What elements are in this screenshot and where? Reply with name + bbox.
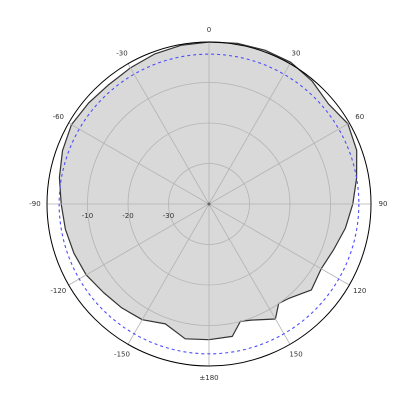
grid-spoke: [68, 122, 210, 205]
grid-spoke: [208, 122, 350, 205]
grid-spoke: [208, 63, 291, 205]
angle-tick-label: 120: [353, 287, 366, 295]
center-dot: [207, 202, 211, 206]
angle-tick-label: 60: [355, 113, 364, 121]
grid-spoke: [208, 203, 350, 286]
angle-tick-label: -60: [53, 113, 64, 121]
angle-tick-label: 90: [379, 200, 388, 208]
angle-tick-label: 30: [292, 49, 301, 57]
grid-spoke: [208, 203, 291, 345]
reference-circle: [58, 53, 360, 355]
pattern-area: [58, 41, 358, 341]
angle-tick-label: 0: [207, 26, 211, 34]
outer-frame: [46, 41, 372, 367]
angle-tick-label: -30: [116, 49, 127, 57]
angle-tick-label: -120: [50, 287, 66, 295]
radial-tick-label: -30: [163, 212, 174, 220]
angle-tick-label: -150: [114, 351, 130, 359]
angle-tick-label: -90: [29, 200, 40, 208]
angle-tick-label: 150: [289, 351, 302, 359]
radial-tick-label: -10: [82, 212, 93, 220]
grid-spoke: [127, 203, 210, 345]
radial-tick-label: -20: [122, 212, 133, 220]
angle-tick-label: ±180: [199, 374, 218, 382]
grid-spoke: [68, 203, 210, 286]
grid-spoke: [127, 63, 210, 205]
